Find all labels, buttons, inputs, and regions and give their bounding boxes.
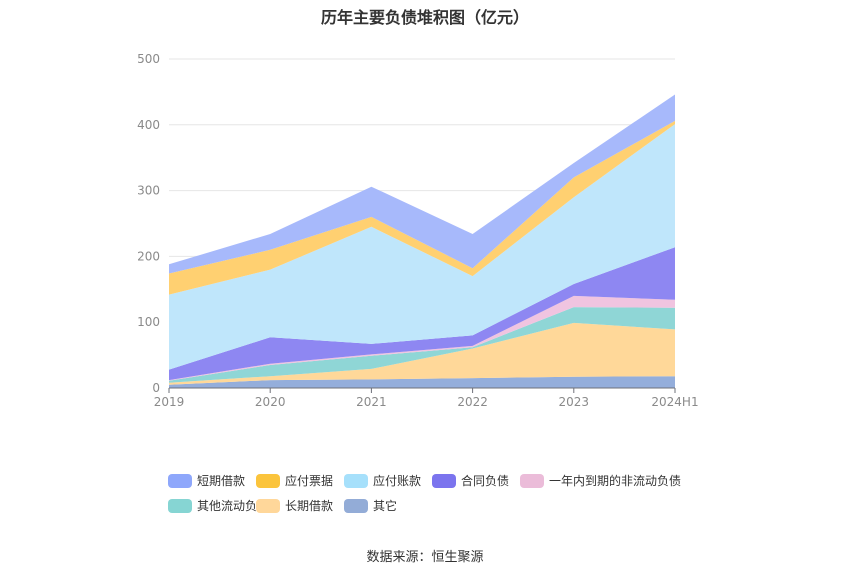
area-series-3 xyxy=(169,295,675,381)
y-tick-label: 300 xyxy=(137,184,160,198)
y-tick-label: 100 xyxy=(137,315,160,329)
y-tick-label: 400 xyxy=(137,118,160,132)
legend-swatch xyxy=(432,473,456,488)
legend-label: 其它 xyxy=(373,499,398,513)
legend-label: 应付账款 xyxy=(373,474,422,488)
legend-item[interactable]: 应付票据 xyxy=(256,472,333,489)
y-tick-label: 200 xyxy=(137,249,160,263)
area-series-7 xyxy=(169,94,675,274)
legend-item[interactable]: 应付账款 xyxy=(344,472,421,489)
legend-label: 短期借款 xyxy=(197,474,246,488)
x-tick-label: 2022 xyxy=(457,395,488,409)
legend-swatch xyxy=(168,498,192,513)
area-series-0 xyxy=(169,376,675,388)
legend-item[interactable]: 其它 xyxy=(344,497,397,514)
legend-swatch xyxy=(256,473,280,488)
area-series-6 xyxy=(169,120,675,295)
source-note: 数据来源：恒生聚源 xyxy=(366,550,484,565)
y-tick-label: 500 xyxy=(137,52,160,66)
x-tick-label: 2019 xyxy=(154,395,185,409)
chart-title: 历年主要负债堆积图（亿元） xyxy=(320,8,529,27)
legend-swatch xyxy=(520,473,544,488)
legend-item[interactable]: 其他流动负债 xyxy=(168,497,269,514)
legend-swatch xyxy=(344,473,368,488)
legend-label: 一年内到期的非流动负债 xyxy=(549,474,682,488)
area-series-1 xyxy=(169,322,675,385)
legend-item[interactable]: 长期借款 xyxy=(256,497,333,514)
legend-item[interactable]: 短期借款 xyxy=(168,472,245,489)
x-tick-label: 2023 xyxy=(559,395,590,409)
legend-item[interactable]: 一年内到期的非流动负债 xyxy=(520,472,681,489)
x-tick-label: 2021 xyxy=(356,395,387,409)
x-tick-label: 2020 xyxy=(255,395,286,409)
area-series-5 xyxy=(169,124,675,370)
area-series-2 xyxy=(169,307,675,383)
legend-label: 合同负债 xyxy=(461,474,510,488)
x-tick-label: 2024H1 xyxy=(651,395,698,409)
legend-swatch xyxy=(168,473,192,488)
y-tick-label: 0 xyxy=(152,381,160,395)
legend-label: 其他流动负债 xyxy=(197,499,270,513)
legend-swatch xyxy=(344,498,368,513)
legend-swatch xyxy=(256,498,280,513)
legend-label: 长期借款 xyxy=(285,499,334,513)
legend-label: 应付票据 xyxy=(285,474,334,488)
legend-item[interactable]: 合同负债 xyxy=(432,472,509,489)
area-series-4 xyxy=(169,247,675,381)
